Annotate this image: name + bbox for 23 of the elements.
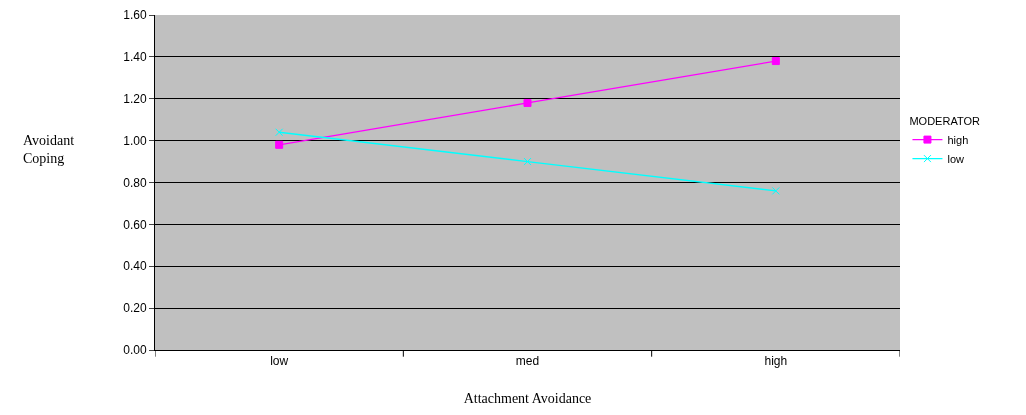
y-tick-label: 0.80 [123, 175, 147, 190]
legend-title: MODERATOR [909, 115, 980, 128]
x-tick-label: med [515, 354, 540, 369]
y-tick-label: 1.40 [123, 50, 147, 65]
y-tick-label: 0.00 [123, 343, 147, 358]
point [523, 98, 532, 107]
y-tick-label: 1.00 [123, 133, 147, 148]
x-tick-label: low [270, 354, 289, 369]
y-tick-label: 1.20 [123, 91, 147, 106]
y-tick-label: 1.60 [123, 8, 147, 23]
legend-label: high [947, 133, 969, 146]
y-tick-label: 0.40 [123, 259, 147, 274]
point [275, 128, 284, 137]
x-tick-label: high [764, 354, 788, 369]
point [771, 186, 780, 195]
point [523, 157, 532, 166]
legend-label: low [947, 152, 965, 165]
y-tick-label: 0.20 [123, 301, 147, 316]
y-axis-title: Avoidant Coping [23, 133, 75, 167]
x-axis-title: Attachment Avoidance [463, 390, 592, 406]
point [275, 140, 284, 149]
y-tick-label: 0.60 [123, 217, 147, 232]
point [771, 57, 780, 66]
